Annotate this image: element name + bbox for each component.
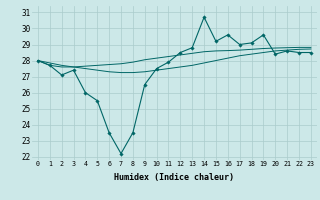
X-axis label: Humidex (Indice chaleur): Humidex (Indice chaleur) [115, 173, 234, 182]
